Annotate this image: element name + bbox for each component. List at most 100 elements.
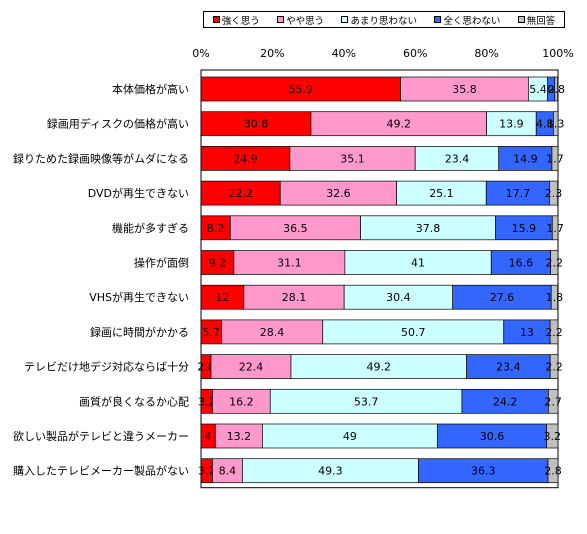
category-label: 画質が良くなるか心配 — [79, 394, 189, 408]
data-label: 15.9 — [512, 222, 537, 235]
data-label: 8.4 — [219, 465, 237, 478]
data-label: 30.4 — [386, 291, 411, 304]
bar-segment — [495, 215, 553, 241]
legend-label-strongly-agree: 強く思う — [221, 15, 260, 27]
data-label: 2.7 — [544, 395, 562, 408]
data-label: 5.7 — [202, 326, 220, 339]
bar-segment — [233, 250, 346, 275]
category-label: 欲しい製品がテレビと違うメーカー — [13, 429, 189, 443]
bar-segment — [550, 250, 559, 275]
data-label: 5.4 — [529, 83, 547, 96]
data-label: 35.1 — [340, 152, 365, 165]
data-label: 9.2 — [209, 257, 227, 270]
bar-segment — [452, 284, 552, 310]
bar-segment — [220, 319, 324, 345]
data-label: 28.4 — [260, 326, 285, 339]
bar-segment — [322, 319, 505, 345]
data-label: 24.9 — [233, 152, 258, 165]
bar-segment — [548, 388, 559, 414]
data-label: 1.3 — [547, 118, 565, 131]
data-label: 25.1 — [429, 187, 454, 200]
data-label: 2.2 — [545, 326, 563, 339]
bar-segment — [289, 146, 416, 171]
data-label: 2.8 — [197, 361, 215, 374]
category-label: 録画用ディスクの価格が高い — [47, 117, 189, 131]
category-label: VHSが再生できない — [89, 290, 189, 304]
data-label: 37.8 — [416, 222, 441, 235]
bar-segment — [360, 215, 496, 241]
category-label: DVDが再生できない — [88, 186, 189, 200]
category-label: 本体価格が高い — [112, 82, 189, 96]
data-label: 28.1 — [282, 291, 307, 304]
bar-segment — [551, 146, 559, 171]
bar-segment — [549, 319, 559, 345]
x-axis-ticks: 0% 20% 40% 60% 80% 100% — [192, 47, 573, 60]
data-label: 53.7 — [354, 395, 379, 408]
bar-segment — [200, 146, 291, 171]
data-label: 2.2 — [545, 361, 563, 374]
data-label: 30.8 — [244, 118, 269, 131]
bar-segment — [200, 180, 281, 206]
data-label: 3.2 — [198, 465, 216, 478]
data-label: 2.3 — [545, 187, 563, 200]
bar-segment — [466, 354, 551, 379]
bar-segment — [546, 423, 559, 449]
bar-segment — [343, 284, 454, 310]
legend-item-somewhat-agree: やや思う — [277, 13, 324, 27]
legend-label-somewhat-agree: やや思う — [286, 15, 325, 27]
bar-segment — [344, 250, 492, 275]
legend-swatch-no-answer — [517, 16, 525, 23]
category-label: 録りためた録画映像等がムダになる — [13, 151, 189, 165]
bar-segment — [262, 423, 438, 449]
bar-segment — [214, 423, 263, 449]
x-tick-label: 100% — [542, 47, 573, 60]
x-tick-label: 80% — [474, 47, 498, 60]
data-label: 32.6 — [326, 187, 351, 200]
bar-area: 55.9 35.8 5.4 20.830.8 49.2 13.9 4.81.324.9 35.… — [197, 69, 565, 489]
bar-segment — [549, 354, 559, 379]
bar-segment — [210, 354, 292, 379]
data-label: 16.6 — [509, 257, 534, 270]
data-label: 23.4 — [496, 361, 521, 374]
data-label: 50.7 — [401, 326, 426, 339]
bar-segment — [550, 284, 558, 310]
data-label: 8.2 — [207, 222, 225, 235]
data-label: 55.9 — [289, 83, 314, 96]
bar-segment — [310, 111, 487, 137]
plot-frame — [200, 69, 559, 489]
data-label: 27.6 — [490, 291, 515, 304]
data-label: 2.8 — [544, 465, 562, 478]
data-label: 35.8 — [452, 83, 477, 96]
bar-segment — [212, 458, 243, 484]
data-label: 22.2 — [228, 187, 253, 200]
bar-segment — [279, 180, 397, 206]
category-label: 操作が面倒 — [134, 256, 189, 270]
data-label: 2.2 — [546, 257, 564, 270]
legend-label-not-much: あまり思わない — [350, 15, 417, 27]
data-label: 3.2 — [198, 395, 216, 408]
bar-segment — [200, 76, 401, 102]
data-label: 49 — [343, 430, 357, 443]
bar-segment — [551, 215, 559, 241]
data-label: 1.7 — [546, 222, 564, 235]
data-label: 2 — [548, 83, 555, 96]
data-label: 24.2 — [493, 395, 518, 408]
legend-item-not-at-all: 全く思わない — [434, 13, 500, 27]
legend-label-no-answer: 無回答 — [526, 15, 556, 27]
data-label: 4 — [205, 430, 212, 443]
legend-swatch-not-at-all — [434, 16, 442, 23]
bar-segment — [486, 111, 537, 137]
bar-segment — [414, 146, 500, 171]
bar-segment — [418, 458, 549, 484]
legend-item-strongly-agree: 強く思う — [212, 13, 260, 27]
bar-segment — [549, 180, 558, 206]
data-label: 36.5 — [283, 222, 308, 235]
bar-segment — [400, 76, 529, 102]
bar-segment — [554, 76, 558, 102]
bar-segment — [200, 215, 231, 241]
data-label: 12 — [215, 291, 229, 304]
bar-segment — [396, 180, 487, 206]
bar-segment — [243, 284, 345, 310]
data-label: 14.9 — [513, 152, 538, 165]
